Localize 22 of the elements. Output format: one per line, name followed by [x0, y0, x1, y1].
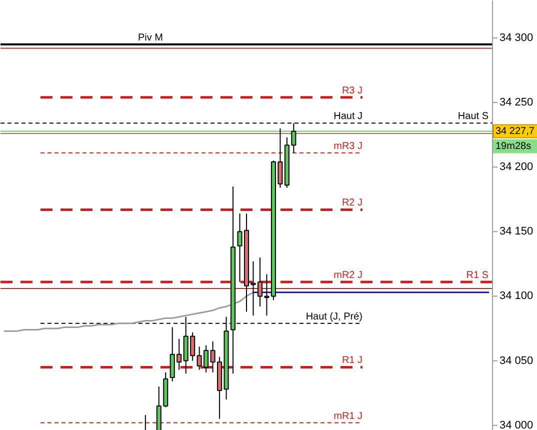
ref-line-label: Haut (J, Pré) [306, 311, 363, 322]
text: 19m28s [496, 140, 532, 152]
ref-line-label: Haut J [334, 111, 363, 122]
y-tick-label: 34 050 [500, 354, 534, 367]
line-series [3, 292, 254, 332]
ref-line-label: mR1 J [334, 410, 363, 422]
ref-line-label: R3 J [342, 85, 362, 96]
y-tick-label: 34 000 [500, 419, 534, 430]
y-tick-label: 34 300 [500, 32, 534, 44]
annotation: Haut S [458, 111, 489, 122]
y-tick-label: 34 150 [500, 226, 534, 238]
ref-line-label: mR3 J [334, 140, 363, 152]
annotation: R1 S [466, 270, 489, 281]
y-tick-label: 34 250 [500, 96, 534, 109]
ref-line-label: R1 J [342, 355, 362, 366]
ref-line-label: Piv M [138, 32, 163, 44]
y-tick-label: 34 200 [500, 161, 534, 174]
ref-line-label: R2 J [342, 198, 362, 209]
candlestick [210, 340, 216, 373]
text: 34 227,7 [496, 126, 535, 137]
y-tick-label: 34 100 [500, 290, 534, 302]
ref-line-label: mR2 J [334, 270, 363, 281]
